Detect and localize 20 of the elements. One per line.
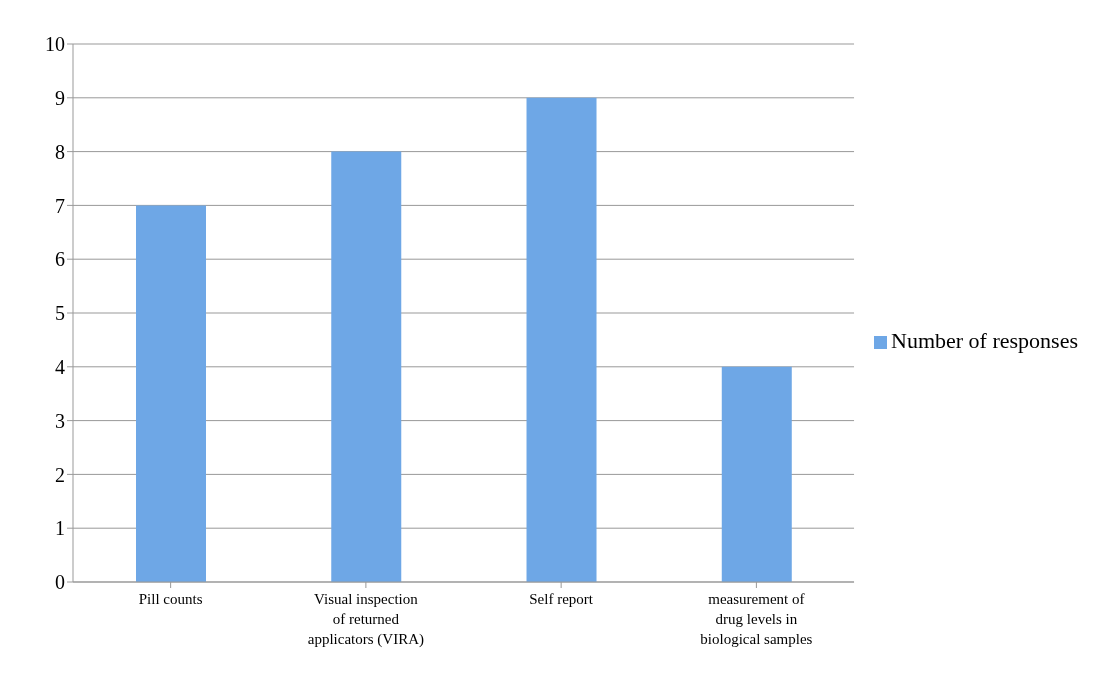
y-tick-label: 4 [55,355,65,378]
x-tick-label: Pill counts [138,591,203,607]
y-tick-label: 8 [55,140,65,163]
x-tick-label: Visual inspection of returned applicators (VIRA) [307,591,424,648]
y-tick-label: 1 [55,517,65,540]
y-tick-label: 6 [55,248,65,271]
y-tick-label: 0 [55,571,65,594]
legend-label: Number of responses [891,328,1078,353]
bar [526,97,597,582]
y-tick-label: 7 [55,194,65,217]
x-tick-label: Self report [529,591,594,607]
y-tick-label: 2 [55,463,65,486]
bar [721,366,792,582]
bar [136,205,206,582]
x-tick-label: measurement of drug levels in biological samples [700,591,813,647]
y-tick-label: 9 [55,86,65,109]
bar [331,151,402,582]
y-tick-label: 3 [55,409,65,432]
y-tick-label: 10 [45,33,65,56]
y-tick-label: 5 [55,302,65,325]
